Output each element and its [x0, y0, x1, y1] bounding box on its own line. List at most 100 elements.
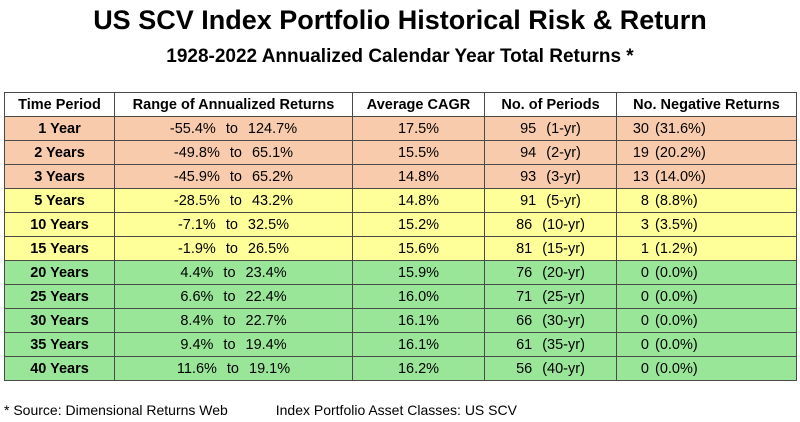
range-cell: 9.4% to 19.4%	[114, 332, 353, 357]
time-period-cell: 20 Years	[4, 260, 115, 285]
periods-label: (1-yr)	[546, 120, 581, 137]
periods-count: 91	[520, 192, 537, 209]
table-row: 30 Years 8.4% to 22.7% 16.1% 66 (30-yr) 0 (0.0%)	[4, 308, 797, 333]
periods-cell: 66 (30-yr)	[484, 308, 617, 333]
negative-percent: (0.0%)	[655, 336, 698, 353]
range-high: 22.4%	[245, 288, 287, 305]
periods-count: 93	[520, 168, 537, 185]
column-header-negative-returns: No. Negative Returns	[616, 92, 797, 117]
range-high: 23.4%	[245, 264, 287, 281]
range-to: to	[229, 144, 242, 161]
time-period-cell: 2 Years	[4, 140, 115, 165]
periods-cell: 91 (5-yr)	[484, 188, 617, 213]
periods-count: 95	[520, 120, 537, 137]
average-cagr-cell: 16.1%	[352, 308, 485, 333]
time-period-cell: 25 Years	[4, 284, 115, 309]
negative-returns-cell: 8 (8.8%)	[616, 188, 797, 213]
range-cell: 8.4% to 22.7%	[114, 308, 353, 333]
time-period-cell: 3 Years	[4, 164, 115, 189]
range-high: 26.5%	[247, 240, 290, 257]
periods-cell: 56 (40-yr)	[484, 356, 617, 381]
periods-cell: 61 (35-yr)	[484, 332, 617, 357]
time-period-cell: 15 Years	[4, 236, 115, 261]
periods-label: (20-yr)	[542, 264, 585, 281]
periods-label: (2-yr)	[546, 144, 581, 161]
periods-label: (25-yr)	[542, 288, 585, 305]
range-low: -49.8%	[173, 144, 220, 161]
table-row: 15 Years -1.9% to 26.5% 15.6% 81 (15-yr) 1 (1.2%…	[4, 236, 797, 261]
periods-label: (35-yr)	[542, 336, 585, 353]
range-to: to	[223, 288, 236, 305]
range-high: 19.4%	[245, 336, 287, 353]
negative-returns-cell: 0 (0.0%)	[616, 308, 797, 333]
table-row: 25 Years 6.6% to 22.4% 16.0% 71 (25-yr) 0 (0.0%)	[4, 284, 797, 309]
negative-returns-cell: 0 (0.0%)	[616, 356, 797, 381]
periods-cell: 95 (1-yr)	[484, 116, 617, 141]
negative-percent: (3.5%)	[655, 216, 698, 233]
range-high: 65.2%	[251, 168, 294, 185]
negative-count: 3	[640, 216, 649, 233]
page-title: US SCV Index Portfolio Historical Risk &…	[93, 5, 707, 35]
table-row: 40 Years 11.6% to 19.1% 16.2% 56 (40-yr) 0 (0.0%…	[4, 356, 797, 381]
table-row: 2 Years -49.8% to 65.1% 15.5% 94 (2-yr) 19 (20.2…	[4, 140, 797, 165]
time-period-cell: 5 Years	[4, 188, 115, 213]
negative-count: 19	[632, 144, 649, 161]
negative-count: 0	[640, 312, 649, 329]
negative-percent: (0.0%)	[655, 312, 698, 329]
periods-cell: 76 (20-yr)	[484, 260, 617, 285]
periods-count: 71	[516, 288, 533, 305]
negative-returns-cell: 19 (20.2%)	[616, 140, 797, 165]
range-high: 19.1%	[249, 360, 291, 377]
time-period-cell: 10 Years	[4, 212, 115, 237]
range-cell: -7.1% to 32.5%	[114, 212, 353, 237]
range-high: 65.1%	[251, 144, 294, 161]
range-to: to	[225, 216, 238, 233]
periods-count: 56	[516, 360, 533, 377]
average-cagr-cell: 14.8%	[352, 188, 485, 213]
periods-cell: 81 (15-yr)	[484, 236, 617, 261]
periods-count: 86	[516, 216, 533, 233]
range-to: to	[229, 168, 242, 185]
negative-percent: (31.6%)	[655, 120, 706, 137]
negative-percent: (14.0%)	[655, 168, 706, 185]
periods-count: 76	[516, 264, 533, 281]
periods-cell: 86 (10-yr)	[484, 212, 617, 237]
periods-cell: 94 (2-yr)	[484, 140, 617, 165]
table-row: 10 Years -7.1% to 32.5% 15.2% 86 (10-yr) 3 (3.5%…	[4, 212, 797, 237]
range-cell: -49.8% to 65.1%	[114, 140, 353, 165]
table-row: 35 Years 9.4% to 19.4% 16.1% 61 (35-yr) 0 (0.0%)	[4, 332, 797, 357]
range-low: 8.4%	[180, 312, 214, 329]
column-header-average-cagr: Average CAGR	[352, 92, 485, 117]
range-to: to	[226, 360, 239, 377]
average-cagr-cell: 15.6%	[352, 236, 485, 261]
range-cell: -1.9% to 26.5%	[114, 236, 353, 261]
average-cagr-cell: 17.5%	[352, 116, 485, 141]
periods-label: (10-yr)	[542, 216, 585, 233]
range-low: -1.9%	[177, 240, 216, 257]
periods-label: (30-yr)	[542, 312, 585, 329]
range-to: to	[225, 240, 238, 257]
negative-count: 8	[640, 192, 649, 209]
table-body: 1 Year -55.4% to 124.7% 17.5% 95 (1-yr) 30 (31.6…	[4, 116, 797, 381]
periods-count: 66	[516, 312, 533, 329]
time-period-cell: 40 Years	[4, 356, 115, 381]
negative-percent: (8.8%)	[655, 192, 698, 209]
range-cell: -28.5% to 43.2%	[114, 188, 353, 213]
negative-count: 1	[640, 240, 649, 257]
range-low: -55.4%	[169, 120, 216, 137]
average-cagr-cell: 16.0%	[352, 284, 485, 309]
column-header-time-period: Time Period	[4, 92, 115, 117]
negative-returns-cell: 1 (1.2%)	[616, 236, 797, 261]
periods-cell: 93 (3-yr)	[484, 164, 617, 189]
periods-label: (5-yr)	[546, 192, 581, 209]
average-cagr-cell: 15.5%	[352, 140, 485, 165]
table-row: 20 Years 4.4% to 23.4% 15.9% 76 (20-yr) 0 (0.0%)	[4, 260, 797, 285]
negative-returns-cell: 0 (0.0%)	[616, 284, 797, 309]
range-to: to	[225, 120, 238, 137]
range-to: to	[223, 336, 236, 353]
range-low: -28.5%	[173, 192, 220, 209]
range-cell: 6.6% to 22.4%	[114, 284, 353, 309]
range-low: -45.9%	[173, 168, 220, 185]
negative-count: 13	[632, 168, 649, 185]
range-low: 6.6%	[180, 288, 214, 305]
